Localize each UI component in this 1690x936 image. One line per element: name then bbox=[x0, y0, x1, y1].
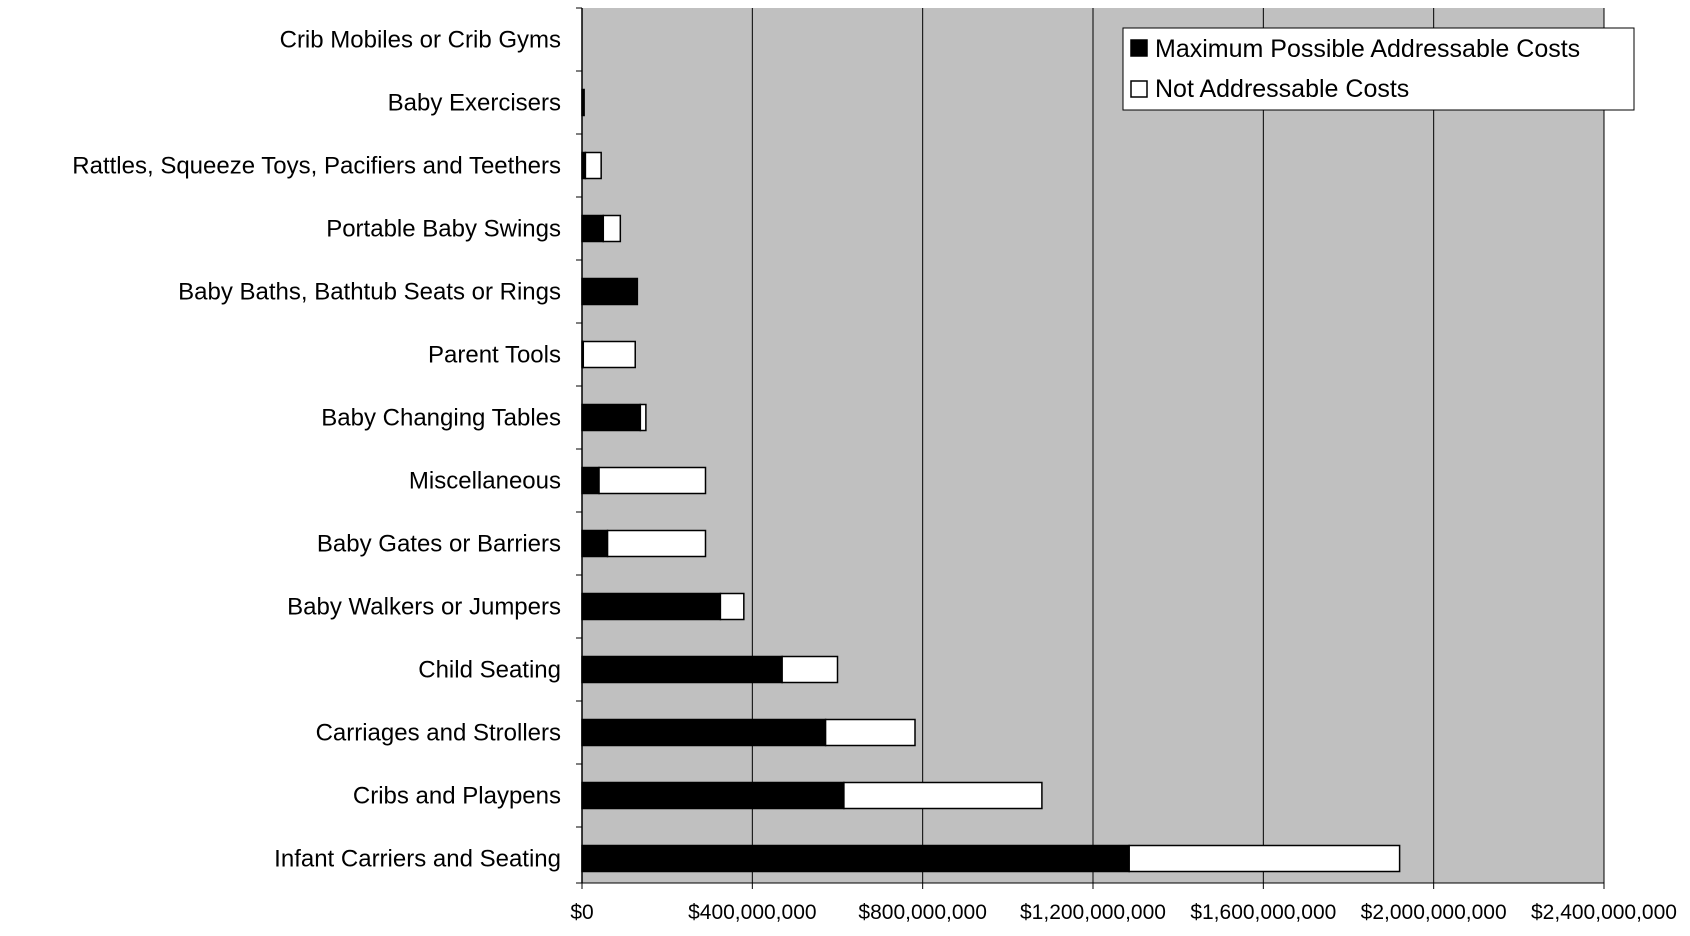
x-tick-label: $2,000,000,000 bbox=[1361, 901, 1507, 924]
legend-box bbox=[1122, 27, 1635, 111]
x-tick-label: $1,200,000,000 bbox=[1020, 901, 1166, 924]
legend-swatch-not-addressable-costs bbox=[1130, 80, 1148, 98]
bar-not-addressable-costs-baby-changing-tables bbox=[639, 403, 647, 432]
bar-not-addressable-costs-rattles-squeeze-toys-pacifiers-and-teethers bbox=[584, 151, 602, 180]
x-tick-label: $0 bbox=[570, 901, 593, 924]
bar-not-addressable-costs-cribs-and-playpens bbox=[843, 781, 1043, 810]
x-tick-label: $400,000,000 bbox=[688, 901, 816, 924]
bar-maximum-possible-addressable-costs-infant-carriers-and-seating bbox=[581, 844, 1130, 873]
category-label-cribs-and-playpens: Cribs and Playpens bbox=[353, 783, 561, 810]
x-tick-labels: $0 $400,000,000 $800,000,000 $1,200,000,000… bbox=[570, 901, 1677, 924]
axes bbox=[576, 7, 1605, 889]
bar-not-addressable-costs-carriages-and-strollers bbox=[824, 718, 916, 747]
category-label-crib-mobiles-or-crib-gyms: Crib Mobiles or Crib Gyms bbox=[280, 27, 561, 54]
legend-label-not-addressable-costs: Not Addressable Costs bbox=[1155, 75, 1409, 103]
category-label-baby-gates-or-barriers: Baby Gates or Barriers bbox=[317, 531, 561, 558]
bar-not-addressable-costs-child-seating bbox=[781, 655, 839, 684]
bar-maximum-possible-addressable-costs-child-seating bbox=[581, 655, 783, 684]
legend-label-maximum-possible-addressable-costs: Maximum Possible Addressable Costs bbox=[1155, 35, 1580, 63]
category-label-baby-baths-bathtub-seats-or-rings: Baby Baths, Bathtub Seats or Rings bbox=[178, 279, 561, 306]
bar-maximum-possible-addressable-costs-portable-baby-swings bbox=[581, 214, 605, 243]
gridlines bbox=[751, 8, 1605, 883]
bar-maximum-possible-addressable-costs-baby-baths-bathtub-seats-or-rings bbox=[581, 277, 639, 306]
legend-swatch-maximum-possible-addressable-costs bbox=[1130, 39, 1148, 57]
bar-not-addressable-costs-baby-gates-or-barriers bbox=[606, 529, 707, 558]
bar-maximum-possible-addressable-costs-cribs-and-playpens bbox=[581, 781, 845, 810]
x-tick-label: $2,400,000,000 bbox=[1531, 901, 1677, 924]
category-label-infant-carriers-and-seating: Infant Carriers and Seating bbox=[274, 846, 561, 873]
bars bbox=[581, 88, 1401, 873]
bar-not-addressable-costs-portable-baby-swings bbox=[602, 214, 622, 243]
bar-not-addressable-costs-infant-carriers-and-seating bbox=[1128, 844, 1401, 873]
category-label-baby-walkers-or-jumpers: Baby Walkers or Jumpers bbox=[287, 594, 561, 621]
bar-not-addressable-costs-baby-walkers-or-jumpers bbox=[719, 592, 745, 621]
bar-maximum-possible-addressable-costs-miscellaneous bbox=[581, 466, 600, 495]
x-tick-label: $800,000,000 bbox=[858, 901, 986, 924]
bar-maximum-possible-addressable-costs-baby-changing-tables bbox=[581, 403, 642, 432]
category-label-parent-tools: Parent Tools bbox=[428, 342, 561, 369]
bar-not-addressable-costs-parent-tools bbox=[582, 340, 636, 369]
bar-maximum-possible-addressable-costs-baby-gates-or-barriers bbox=[581, 529, 609, 558]
bar-maximum-possible-addressable-costs-carriages-and-strollers bbox=[581, 718, 827, 747]
bar-maximum-possible-addressable-costs-baby-walkers-or-jumpers bbox=[581, 592, 722, 621]
category-label-child-seating: Child Seating bbox=[418, 657, 561, 684]
category-label-baby-changing-tables: Baby Changing Tables bbox=[321, 405, 561, 432]
category-labels: Crib Mobiles or Crib Gyms Baby Exercisers… bbox=[72, 27, 561, 873]
category-label-carriages-and-strollers: Carriages and Strollers bbox=[316, 720, 561, 747]
category-label-portable-baby-swings: Portable Baby Swings bbox=[326, 216, 561, 243]
legend: Maximum Possible Addressable Costs Not A… bbox=[1122, 27, 1635, 111]
x-tick-label: $1,600,000,000 bbox=[1190, 901, 1336, 924]
category-label-rattles-squeeze-toys-pacifiers-and-teethers: Rattles, Squeeze Toys, Pacifiers and Tee… bbox=[72, 153, 561, 180]
category-label-miscellaneous: Miscellaneous bbox=[409, 468, 561, 495]
category-label-baby-exercisers: Baby Exercisers bbox=[388, 90, 561, 117]
bar-not-addressable-costs-miscellaneous bbox=[598, 466, 707, 495]
